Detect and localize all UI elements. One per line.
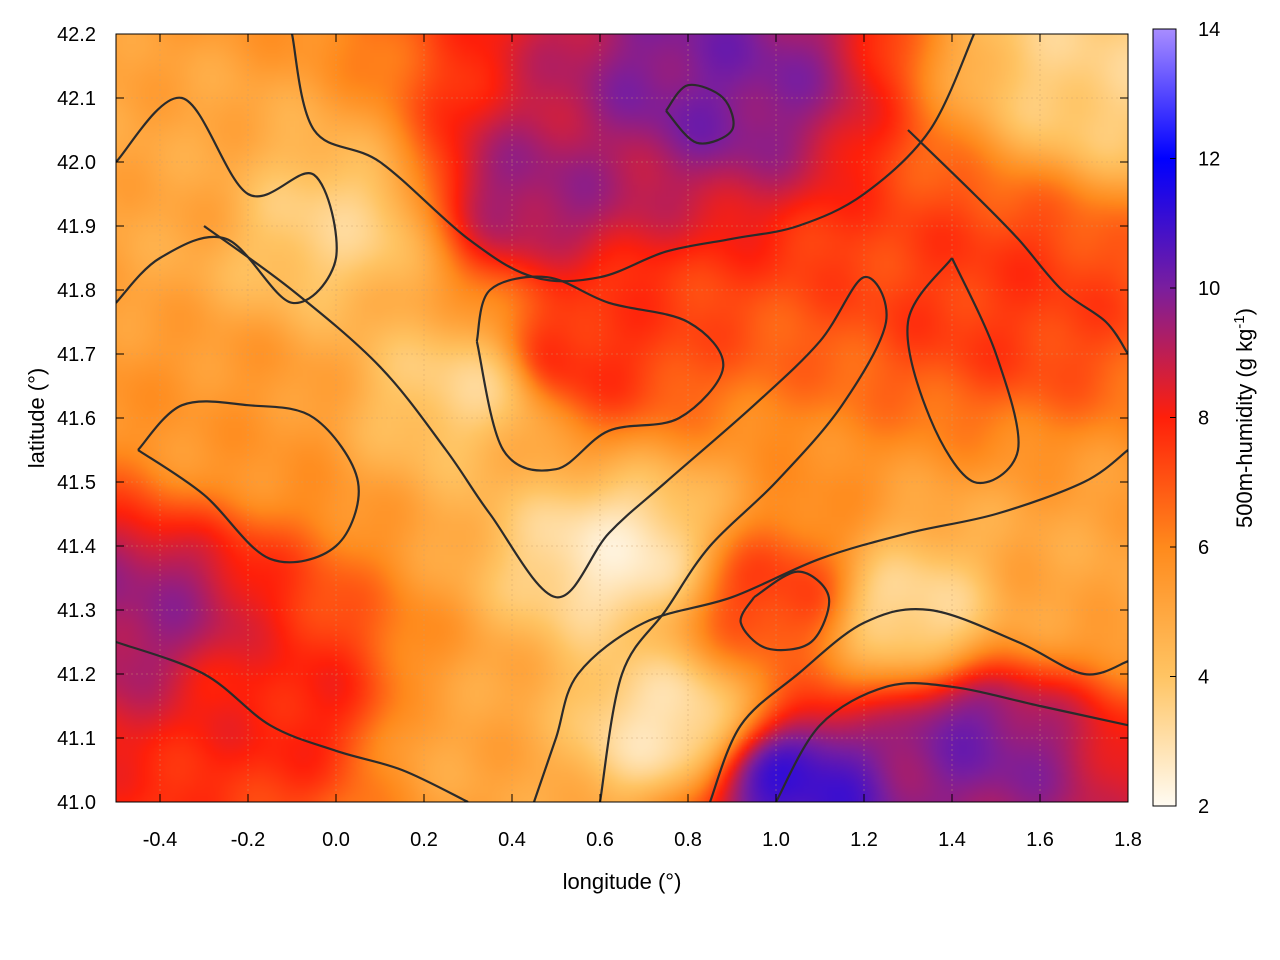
contour-south-dry-band-2 <box>708 607 1128 802</box>
contour-north-humid-band <box>290 34 976 283</box>
x-tick-label: 0.6 <box>586 829 614 851</box>
contour-central-dry-corridor <box>203 225 888 802</box>
x-tick-label: 1.0 <box>762 829 790 851</box>
y-tick-label: 41.5 <box>57 472 96 494</box>
colorbar-tick-label: 2 <box>1198 796 1209 818</box>
x-axis-title: longitude (°) <box>563 869 682 894</box>
contour-central-humid-loop <box>475 275 725 472</box>
colorbar-tick-label: 12 <box>1198 149 1220 171</box>
colorbar-title: 500m-humidity (g kg-1) <box>1231 308 1257 528</box>
colorbar-ticks: 2 4 6 8 10 12 14 <box>1170 19 1220 818</box>
x-tick-label: 1.4 <box>938 829 966 851</box>
y-tick-label: 41.4 <box>57 536 96 558</box>
y-tick-label: 42.0 <box>57 152 96 174</box>
y-tick-label: 42.2 <box>57 24 96 46</box>
x-tick-label: 0.8 <box>674 829 702 851</box>
y-tick-label: 41.7 <box>57 344 96 366</box>
y-tick-label: 41.3 <box>57 600 96 622</box>
y-tick-label: 41.0 <box>57 792 96 814</box>
colorbar-tick-label: 10 <box>1198 278 1220 300</box>
y-tick-label: 42.1 <box>57 88 96 110</box>
y-tick-label: 41.2 <box>57 664 96 686</box>
x-tick-label: 1.8 <box>1114 829 1142 851</box>
colorbar-tick-label: 4 <box>1198 667 1209 689</box>
y-axis-ticks: 41.0 41.1 41.2 41.3 41.4 41.5 41.6 41.7 41.8 41.9… <box>57 24 1128 814</box>
contour-east-mid-loop <box>906 257 1020 485</box>
y-axis-title: latitude (°) <box>24 368 49 469</box>
contour-southeast-coast-loop <box>739 570 831 652</box>
colorbar-tick-label: 14 <box>1198 19 1220 41</box>
contour-southwest-humid-loop <box>137 400 360 564</box>
colorbar-tick-label: 8 <box>1198 408 1209 430</box>
x-axis-ticks: -0.4 -0.2 0.0 0.2 0.4 0.6 0.8 1.0 1.2 1.4 1.6 1.8 <box>143 34 1142 851</box>
contour-south-dry-band-1 <box>532 449 1128 802</box>
colorbar-tick-label: 6 <box>1198 537 1209 559</box>
contour-far-south-west-band <box>116 640 469 802</box>
y-tick-label: 41.8 <box>57 280 96 302</box>
x-tick-label: 0.0 <box>322 829 350 851</box>
contour-overlay <box>116 34 1128 802</box>
y-tick-label: 41.9 <box>57 216 96 238</box>
contour-south-dry-band-3 <box>775 682 1128 802</box>
y-tick-label: 41.1 <box>57 728 96 750</box>
x-tick-label: -0.4 <box>143 829 177 851</box>
contour-east-humid-loop <box>907 129 1128 355</box>
x-tick-label: 1.6 <box>1026 829 1054 851</box>
contour-northwest-dry-tongue <box>116 96 338 304</box>
x-tick-label: 0.4 <box>498 829 526 851</box>
contour-small-north-loop <box>665 83 735 145</box>
x-tick-label: -0.2 <box>231 829 265 851</box>
x-tick-label: 1.2 <box>850 829 878 851</box>
y-tick-label: 41.6 <box>57 408 96 430</box>
x-tick-label: 0.2 <box>410 829 438 851</box>
